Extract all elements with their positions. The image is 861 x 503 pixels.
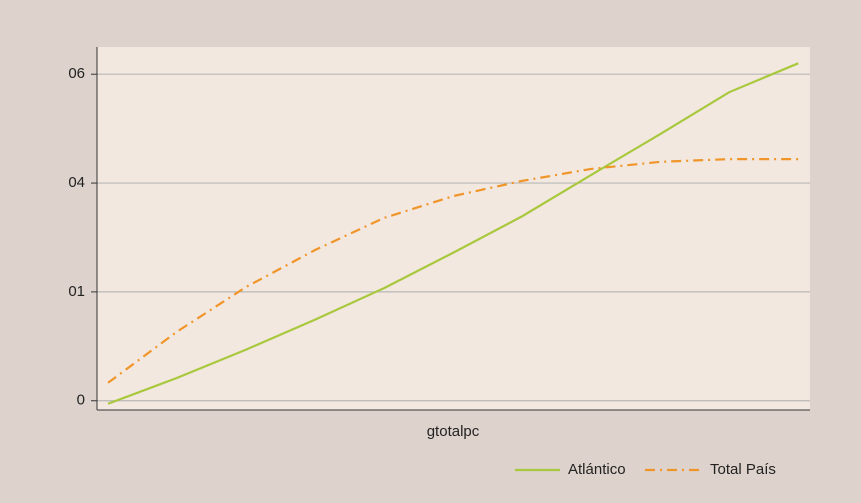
y-tick-label: 06 bbox=[68, 65, 85, 82]
series-line bbox=[107, 62, 799, 405]
y-tick-label: 0 bbox=[77, 392, 85, 409]
legend-label: Total País bbox=[710, 461, 776, 478]
y-tick-label: 04 bbox=[68, 174, 85, 191]
y-tick-label: 01 bbox=[68, 283, 85, 300]
legend-label: Atlántico bbox=[568, 461, 626, 478]
plot-area bbox=[97, 47, 810, 410]
x-axis-label: gtotalpc bbox=[427, 423, 480, 440]
series-line bbox=[107, 158, 799, 384]
